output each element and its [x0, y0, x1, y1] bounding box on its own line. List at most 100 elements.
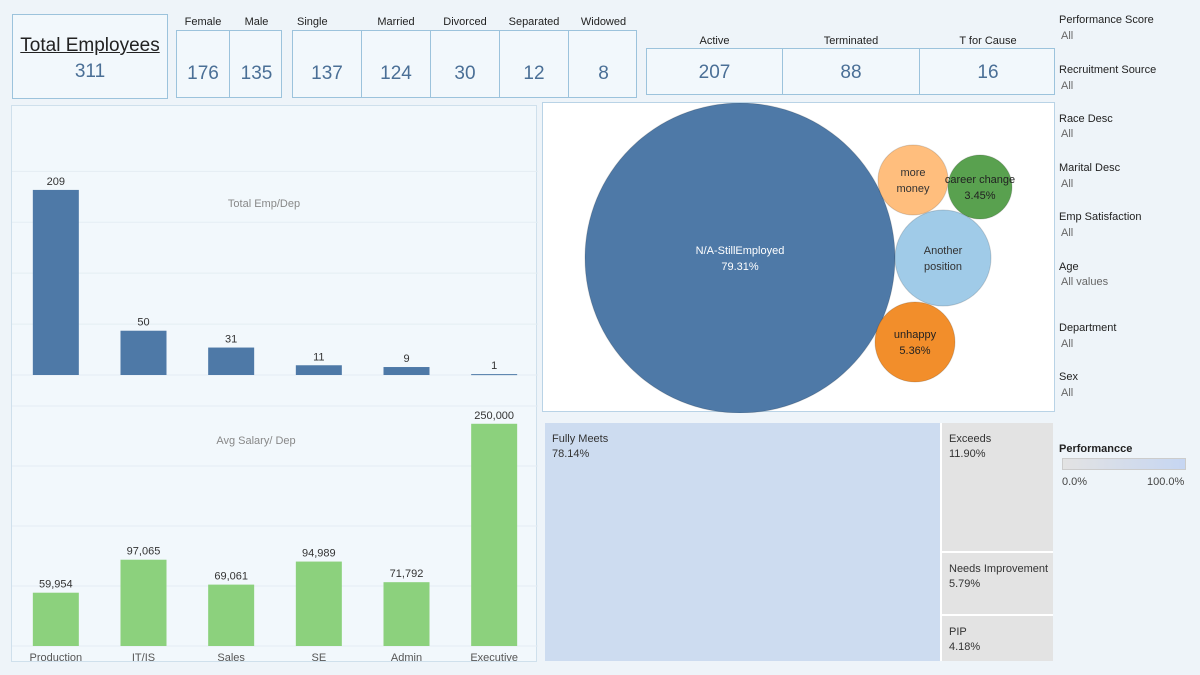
bubble-n-a-stillemployed[interactable]	[584, 103, 896, 413]
kpi-label: Female	[184, 16, 222, 28]
kpi-value: 16	[977, 62, 999, 83]
kpi-value: 88	[840, 62, 862, 83]
filter-title: Marital Desc	[1059, 162, 1121, 174]
bar-se[interactable]	[295, 561, 342, 646]
bubble-name-label: Another	[924, 245, 963, 257]
bar-itis[interactable]	[120, 559, 167, 646]
kpi-value: 137	[311, 63, 343, 84]
treemap-value: 4.18%	[949, 641, 981, 653]
kpi-label: Single	[297, 16, 328, 28]
performance-treemap-panel: Fully Meets 78.14% Exceeds 11.90% Needs Impr…	[545, 423, 1053, 661]
treemap-cell-pip[interactable]: PIP 4.18%	[942, 616, 1053, 661]
kpi-value: 124	[380, 63, 412, 84]
kpi-label: Male	[244, 16, 269, 28]
treemap-label: Needs Improvement 5.79%	[949, 562, 1050, 592]
kpi-value: 8	[598, 63, 609, 84]
bar-executive[interactable]	[471, 423, 518, 646]
treemap-cell-fully-meets[interactable]: Fully Meets 78.14%	[545, 423, 940, 661]
bar-value-label: 209	[47, 176, 65, 188]
treemap-value: 5.79%	[949, 578, 981, 590]
filter-value[interactable]: All	[1061, 227, 1074, 239]
filter-value[interactable]: All values	[1061, 276, 1109, 288]
termination-reason-panel: N/A-StillEmployed 79.31% more money career c…	[542, 102, 1055, 413]
kpi-value: 12	[523, 63, 545, 84]
kpi-label: Divorced	[443, 16, 487, 28]
bar-production[interactable]	[32, 189, 79, 375]
filter-title: Sex	[1059, 371, 1078, 383]
total-employees-card: Total Employees 311	[12, 14, 168, 99]
bar-value-label: 1	[491, 360, 497, 372]
treemap-label: PIP 4.18%	[949, 625, 1050, 655]
kpi-cell-female: Female 176	[177, 16, 230, 97]
kpi-cell-active: Active 207	[647, 35, 783, 94]
bar-admin[interactable]	[383, 367, 430, 375]
legend-gradient	[1062, 458, 1186, 470]
kpi-cell-separated: Separated 12	[500, 16, 569, 97]
filter-value[interactable]: All	[1061, 178, 1074, 190]
bar-admin[interactable]	[383, 582, 430, 646]
emp-dep-chart: Total Emp/Dep 209 50 31 11 9 1	[12, 170, 538, 376]
filter-title: Recruitment Source	[1059, 64, 1157, 76]
filter-value[interactable]: All	[1061, 338, 1074, 350]
bubble-name-label: money	[896, 183, 930, 195]
legend-title: Performancce	[1059, 443, 1133, 455]
filter-value[interactable]: All	[1061, 128, 1074, 140]
bubble-name-label: more	[900, 167, 925, 179]
treemap-name: Needs Improvement	[949, 563, 1049, 575]
kpi-label: Active	[699, 35, 730, 47]
filter-title: Department	[1059, 322, 1117, 334]
filter-title: Performance Score	[1059, 14, 1154, 26]
status-card: Active 207 Terminated 88 T for Cause 16	[646, 35, 1056, 95]
bubble-value-label: 5.36%	[899, 345, 930, 357]
kpi-label: Married	[377, 16, 415, 28]
kpi-cell-male: Male 135	[230, 16, 283, 97]
category-label: Sales	[217, 652, 245, 663]
bar-value-label: 69,061	[214, 571, 248, 583]
treemap-value: 78.14%	[552, 448, 590, 460]
treemap-name: Fully Meets	[552, 433, 609, 445]
kpi-value: 135	[240, 63, 273, 84]
bar-value-label: 71,792	[390, 568, 424, 580]
bar-value-label: 94,989	[302, 548, 336, 560]
bubble-name-label: career change	[945, 174, 1015, 186]
kpi-label: Terminated	[823, 35, 879, 47]
category-label: Admin	[391, 652, 422, 663]
kpi-cell-single: Single 137	[293, 16, 362, 97]
bubble-another-position[interactable]	[894, 209, 992, 307]
bar-se[interactable]	[295, 365, 342, 375]
performance-treemap: Fully Meets 78.14% Exceeds 11.90% Needs Impr…	[545, 423, 1053, 661]
treemap-cell-needs-improvement[interactable]: Needs Improvement 5.79%	[942, 553, 1053, 614]
bar-executive[interactable]	[471, 374, 518, 376]
bubble-unhappy[interactable]	[874, 301, 956, 383]
bubble-name-label: position	[924, 261, 962, 273]
bar-value-label: 50	[137, 317, 149, 329]
filter-value[interactable]: All	[1061, 387, 1074, 399]
filter-title: Age	[1059, 261, 1079, 273]
chart-title: Avg Salary/ Dep	[216, 435, 295, 447]
legend-max-label: 100.0%	[1147, 476, 1185, 488]
treemap-cell-exceeds[interactable]: Exceeds 11.90%	[942, 423, 1053, 551]
kpi-cell-widowed: Widowed 8	[569, 16, 638, 97]
termination-bubble-chart: N/A-StillEmployed 79.31% more money career c…	[584, 103, 1015, 413]
kpi-label: T for Cause	[959, 35, 1017, 47]
bar-value-label: 97,065	[127, 546, 161, 558]
treemap-name: PIP	[949, 626, 967, 638]
kpi-cell-terminated: Terminated 88	[783, 35, 920, 94]
total-employees-label: Total Employees	[20, 35, 160, 56]
kpi-cell-divorced: Divorced 30	[431, 16, 500, 97]
bar-value-label: 31	[225, 334, 237, 346]
bar-production[interactable]	[32, 592, 79, 646]
treemap-name: Exceeds	[949, 433, 992, 445]
kpi-value: 176	[187, 63, 219, 84]
filter-value[interactable]: All	[1061, 30, 1074, 42]
kpi-cell-t-for-cause: T for Cause 16	[920, 35, 1056, 94]
filter-title: Race Desc	[1059, 113, 1113, 125]
bar-sales[interactable]	[208, 347, 255, 375]
category-label: IT/IS	[132, 652, 155, 663]
bubble-career-change[interactable]	[947, 154, 1013, 220]
kpi-value: 30	[454, 63, 476, 84]
bar-sales[interactable]	[208, 584, 255, 646]
bubble-more-money[interactable]	[877, 144, 949, 216]
bar-itis[interactable]	[120, 330, 167, 375]
filter-value[interactable]: All	[1061, 80, 1074, 92]
